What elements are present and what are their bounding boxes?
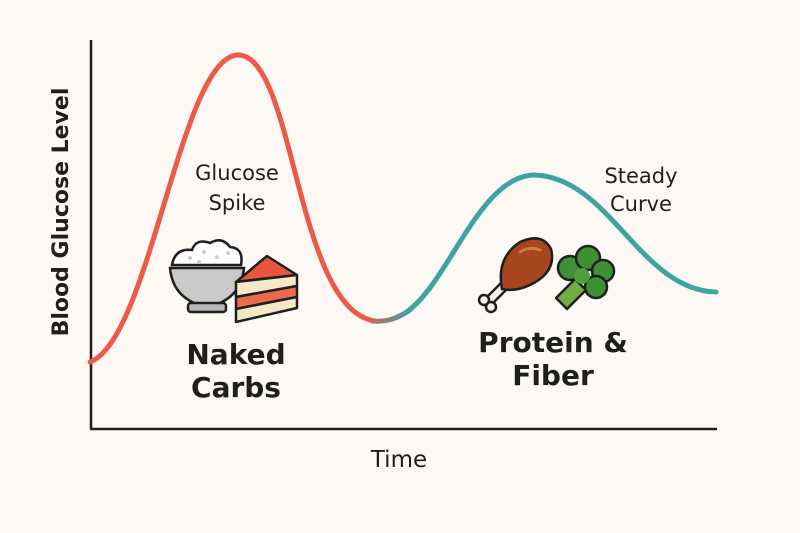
spike-label-line1: Glucose — [195, 161, 279, 185]
carbs-label-line1: Naked — [186, 338, 285, 371]
steady-curve — [405, 172, 719, 314]
transition-curve — [369, 307, 413, 324]
broccoli-icon — [554, 244, 616, 311]
protein-label-line2: Fiber — [512, 359, 594, 392]
spike-label-line2: Spike — [209, 191, 266, 215]
cake-slice-icon — [234, 254, 299, 324]
spike-curve — [87, 52, 378, 365]
carbs-label-line2: Carbs — [191, 371, 281, 404]
rice-bowl-icon — [168, 239, 246, 314]
steady-label-line1: Steady — [604, 164, 677, 188]
x-axis-label: Time — [370, 447, 427, 473]
chicken-drumstick-icon — [477, 237, 554, 314]
y-axis-label: Blood Glucose Level — [49, 88, 74, 337]
protein-label-line1: Protein & — [478, 326, 628, 359]
steady-label-line2: Curve — [610, 192, 672, 216]
